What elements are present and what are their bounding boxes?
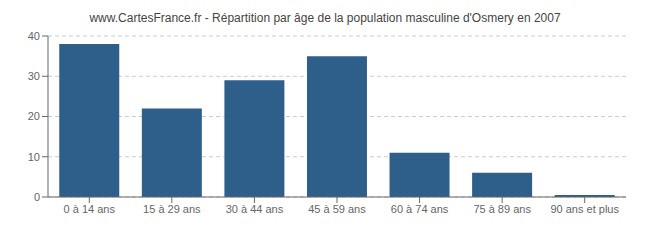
html-text:www.CartesFrance.fr - Répartit: www.CartesFrance.fr - Répartition par âg… [89, 11, 561, 25]
svg-text:45 à 59 ans: 45 à 59 ans [308, 203, 366, 215]
svg-text:10: 10 [28, 151, 40, 163]
svg-text:60 à 74 ans: 60 à 74 ans [391, 203, 449, 215]
svg-text:40: 40 [28, 30, 40, 42]
svg-text:30 à 44 ans: 30 à 44 ans [226, 203, 284, 215]
svg-text:0 à 14 ans: 0 à 14 ans [64, 203, 116, 215]
svg-text:15 à 29 ans: 15 à 29 ans [143, 203, 201, 215]
svg-text:75 à 89 ans: 75 à 89 ans [473, 203, 531, 215]
svg-text:30: 30 [28, 70, 40, 82]
svg-text:90 ans et plus: 90 ans et plus [550, 203, 619, 215]
svg-text:20: 20 [28, 110, 40, 122]
svg-text:0: 0 [34, 191, 40, 203]
